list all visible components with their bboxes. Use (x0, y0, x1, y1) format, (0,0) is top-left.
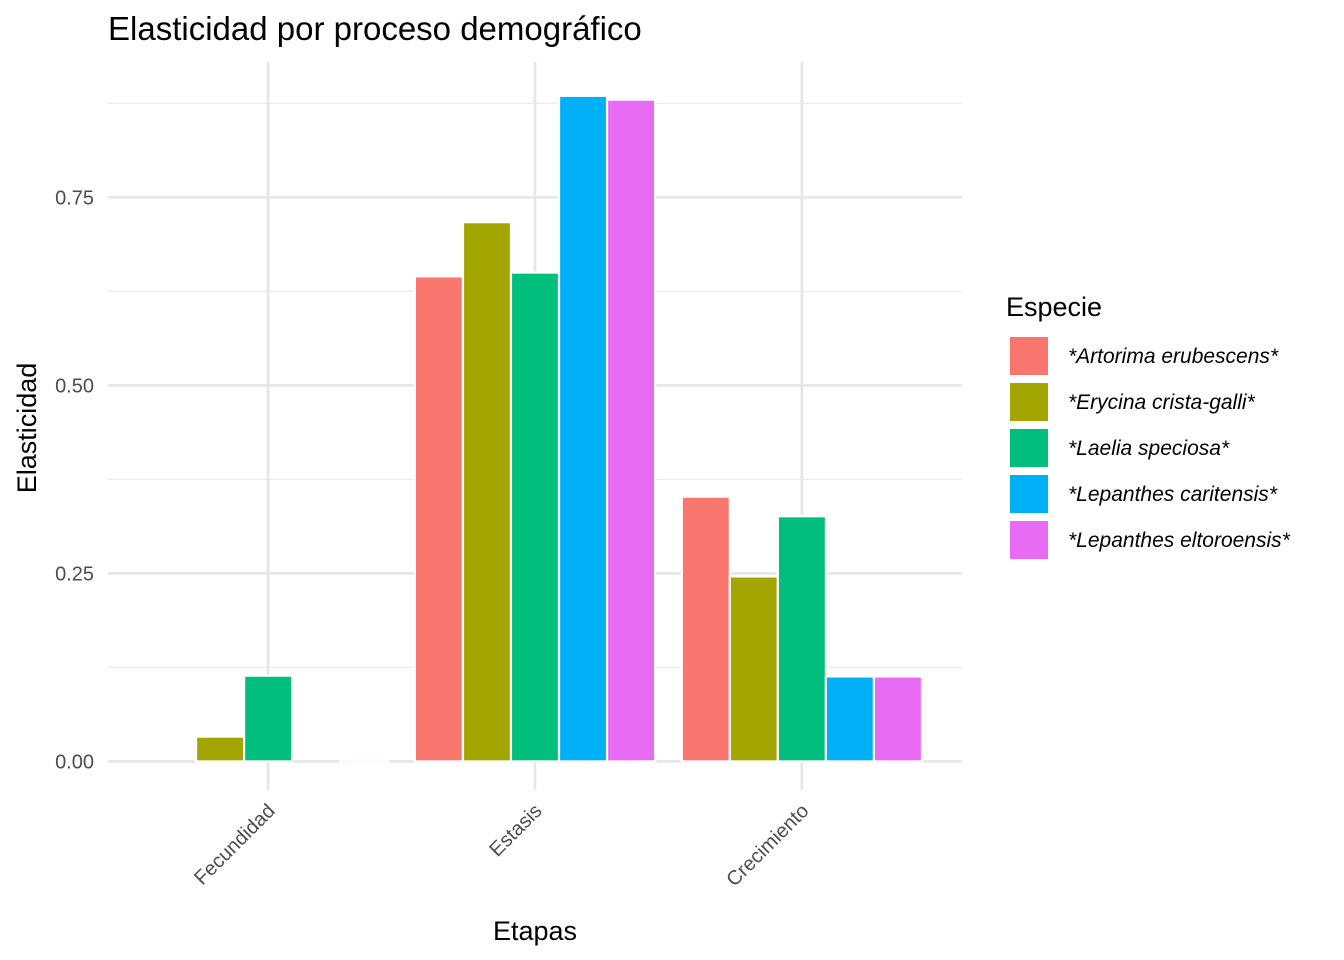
x-axis-title: Etapas (493, 916, 577, 946)
bar (872, 675, 924, 763)
bar (339, 758, 390, 763)
plot-bars (194, 94, 924, 763)
legend-label: *Erycina crista-galli* (1068, 391, 1256, 414)
y-tick-label: 0.75 (55, 187, 94, 209)
bar (776, 515, 827, 763)
x-tick-label: Fecundidad (190, 800, 279, 889)
bar (509, 271, 561, 763)
x-axis-ticks: Fecundidad Estasis Crecimiento (190, 800, 813, 891)
y-axis-title: Elasticidad (12, 363, 42, 494)
legend-title: Especie (1006, 292, 1102, 322)
bar (194, 735, 246, 763)
legend-key (1010, 337, 1048, 375)
bar (680, 495, 731, 763)
legend: Especie *Artorima erubescens* *Erycina cr… (1006, 292, 1291, 559)
y-axis-ticks: 0.00 0.25 0.50 0.75 (55, 187, 94, 773)
legend-label: *Lepanthes caritensis* (1068, 483, 1278, 506)
bar (824, 675, 876, 763)
bar (461, 221, 513, 763)
bar (243, 674, 294, 763)
bar (413, 275, 465, 763)
legend-key (1010, 521, 1048, 559)
x-tick-label: Estasis (485, 800, 546, 861)
y-tick-label: 0.00 (55, 751, 94, 773)
legend-label: *Laelia speciosa* (1068, 437, 1230, 460)
x-tick-label: Crecimiento (722, 800, 813, 891)
legend-key (1010, 475, 1048, 513)
bar (728, 575, 779, 763)
chart-title: Elasticidad por proceso demográfico (108, 10, 642, 47)
legend-key (1010, 429, 1048, 467)
y-tick-label: 0.50 (55, 375, 94, 397)
legend-key (1010, 383, 1048, 421)
y-tick-label: 0.25 (55, 563, 94, 585)
legend-label: *Artorima erubescens* (1068, 345, 1279, 368)
legend-label: *Lepanthes eltoroensis* (1068, 529, 1291, 552)
bar (605, 98, 657, 763)
bar (557, 94, 609, 763)
